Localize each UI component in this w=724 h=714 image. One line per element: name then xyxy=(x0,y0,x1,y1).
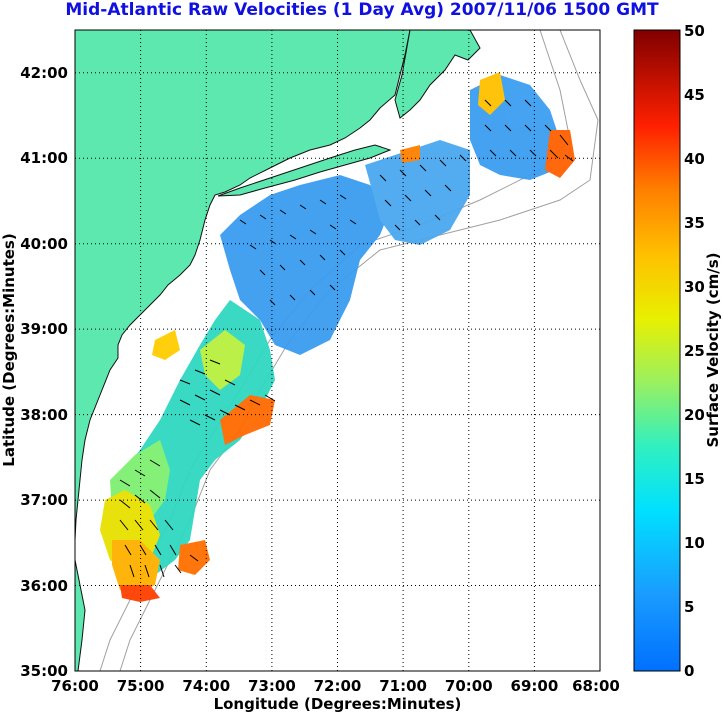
lon-tick-label: 68:00 xyxy=(572,677,620,695)
lat-tick-label: 39:00 xyxy=(20,320,68,338)
colorbar-label: Surface Velocity (cm/s) xyxy=(704,252,722,447)
lat-tick-label: 38:00 xyxy=(20,406,68,424)
lat-tick-label: 35:00 xyxy=(20,662,68,680)
colorbar-tick-label: 10 xyxy=(684,534,705,552)
lon-tick-label: 75:00 xyxy=(117,677,165,695)
y-axis-label: Latitude (Degrees:Minutes) xyxy=(0,233,18,466)
lon-tick-label: 74:00 xyxy=(182,677,230,695)
lat-tick-label: 41:00 xyxy=(20,149,68,167)
lat-tick-label: 42:00 xyxy=(20,64,68,82)
velocity-field xyxy=(100,72,575,602)
coastline-land xyxy=(75,30,411,541)
colorbar-tick-label: 15 xyxy=(684,470,705,488)
lon-tick-label: 69:00 xyxy=(511,677,559,695)
x-axis: 76:00 75:00 74:00 73:00 72:00 71:00 70:0… xyxy=(51,677,620,713)
colorbar-tick-label: 30 xyxy=(684,278,705,296)
colorbar-tick-label: 35 xyxy=(684,214,705,232)
lon-tick-label: 73:00 xyxy=(248,677,296,695)
x-axis-label: Longitude (Degrees:Minutes) xyxy=(214,695,462,713)
colorbar-scale xyxy=(633,29,681,672)
lat-tick-label: 36:00 xyxy=(20,577,68,595)
colorbar-tick-label: 40 xyxy=(684,150,705,168)
cape-cod xyxy=(394,30,481,119)
lon-tick-label: 71:00 xyxy=(379,677,427,695)
lat-tick-label: 40:00 xyxy=(20,235,68,253)
colorbar-tick-label: 5 xyxy=(684,598,694,616)
lon-tick-label: 76:00 xyxy=(51,677,99,695)
colorbar-tick-label: 20 xyxy=(684,406,705,424)
colorbar-tick-label: 0 xyxy=(684,662,694,680)
colorbar-tick-label: 25 xyxy=(684,342,705,360)
plot-frame xyxy=(74,29,601,672)
map-title: Mid-Atlantic Raw Velocities (1 Day Avg) … xyxy=(65,0,659,20)
lon-tick-label: 70:00 xyxy=(445,677,493,695)
lat-tick-label: 37:00 xyxy=(20,491,68,509)
grid-lines xyxy=(75,30,600,671)
colorbar-tick-label: 50 xyxy=(684,22,705,40)
lon-tick-label: 72:00 xyxy=(314,677,362,695)
y-axis: 42:00 41:00 40:00 39:00 38:00 37:00 36:0… xyxy=(0,64,68,680)
colorbar: 50 45 40 35 30 25 20 15 10 5 0 Surface V… xyxy=(633,22,722,680)
colorbar-tick-label: 45 xyxy=(684,86,705,104)
